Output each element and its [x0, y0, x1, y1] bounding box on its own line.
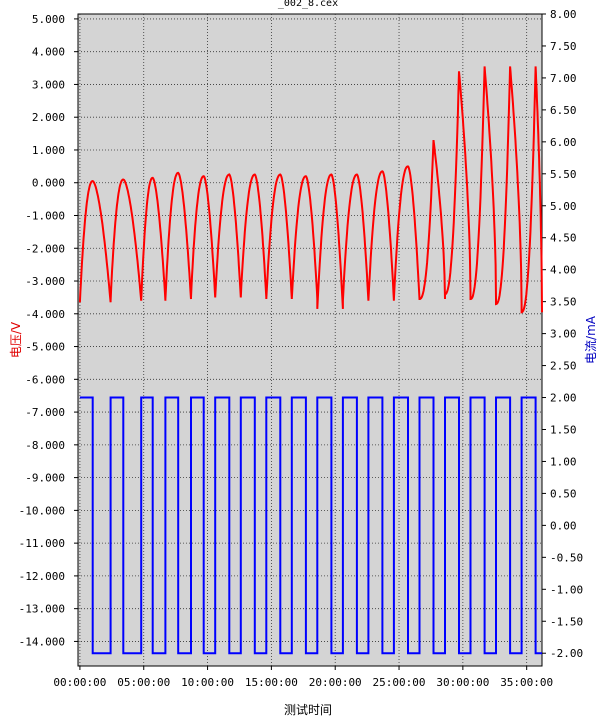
current-series — [79, 396, 542, 655]
right-tick-label: 4.50 — [550, 232, 577, 245]
x-axis: 00:00:00 05:00:00 10:00:00 15:00:00 20:00:00… — [53, 666, 553, 689]
x-tick-label: 00:00:00 — [53, 676, 106, 689]
x-tick-label: 15:00:00 — [245, 676, 298, 689]
left-tick-label: 4.000 — [32, 46, 65, 59]
left-tick-label: -5.000 — [25, 341, 65, 354]
right-tick-label: -1.50 — [550, 615, 583, 628]
right-tick-label: 8.00 — [550, 8, 577, 21]
left-tick-label: -4.000 — [25, 308, 65, 321]
chart-title: _002_8.cex — [278, 0, 338, 9]
right-tick-label: 0.50 — [550, 487, 577, 500]
x-tick-label: 20:00:00 — [309, 676, 362, 689]
left-tick-label: -9.000 — [25, 472, 65, 485]
left-tick-label: 2.000 — [32, 111, 65, 124]
left-tick-label: 0.000 — [32, 177, 65, 190]
left-tick-label: -10.000 — [19, 504, 65, 517]
x-tick-label: 05:00:00 — [117, 676, 170, 689]
right-y-axis-label: 电流/mA — [584, 315, 598, 364]
right-tick-label: 2.00 — [550, 392, 577, 405]
left-tick-label: -7.000 — [25, 406, 65, 419]
right-tick-label: 6.50 — [550, 104, 577, 117]
x-tick-label: 10:00:00 — [181, 676, 234, 689]
left-tick-label: 1.000 — [32, 144, 65, 157]
right-tick-label: 3.50 — [550, 296, 577, 309]
x-axis-label: 测试时间 — [284, 702, 332, 717]
right-tick-label: -0.50 — [550, 551, 583, 564]
right-tick-label: 2.50 — [550, 360, 577, 373]
right-y-axis: 8.00 7.50 7.00 6.50 6.00 5.50 5.00 4.50 4.00 3.50… — [542, 8, 583, 660]
left-tick-label: -14.000 — [19, 635, 65, 648]
right-tick-label: -1.00 — [550, 583, 583, 596]
x-tick-label: 25:00:00 — [373, 676, 426, 689]
left-tick-label: -3.000 — [25, 275, 65, 288]
grid-lines — [78, 14, 542, 666]
current-line — [79, 396, 542, 655]
left-tick-label: -2.000 — [25, 242, 65, 255]
plot-area — [77, 13, 543, 667]
right-tick-label: 7.00 — [550, 72, 577, 85]
x-tick-label: 35:00:00 — [500, 676, 553, 689]
right-tick-label: 1.50 — [550, 423, 577, 436]
left-y-axis: 5.000 4.000 3.000 2.000 1.000 0.000 -1.000 -2.0… — [19, 13, 78, 648]
x-tick-label: 30:00:00 — [436, 676, 489, 689]
left-y-axis-label: 电压/V — [9, 321, 23, 358]
right-tick-label: 7.50 — [550, 40, 577, 53]
voltage-line — [78, 66, 543, 314]
right-tick-label: 5.50 — [550, 168, 577, 181]
right-tick-label: 0.00 — [550, 519, 577, 532]
left-tick-label: -6.000 — [25, 373, 65, 386]
left-tick-label: -1.000 — [25, 209, 65, 222]
left-tick-label: 3.000 — [32, 78, 65, 91]
left-tick-label: 5.000 — [32, 13, 65, 26]
left-tick-label: -13.000 — [19, 603, 65, 616]
voltage-series — [78, 66, 543, 314]
left-tick-label: -8.000 — [25, 439, 65, 452]
right-tick-label: 1.00 — [550, 455, 577, 468]
right-tick-label: 6.00 — [550, 136, 577, 149]
left-tick-label: -11.000 — [19, 537, 65, 550]
right-tick-label: 5.00 — [550, 200, 577, 213]
left-tick-label: -12.000 — [19, 570, 65, 583]
right-tick-label: -2.00 — [550, 647, 583, 660]
right-tick-label: 3.00 — [550, 328, 577, 341]
right-tick-label: 4.00 — [550, 264, 577, 277]
